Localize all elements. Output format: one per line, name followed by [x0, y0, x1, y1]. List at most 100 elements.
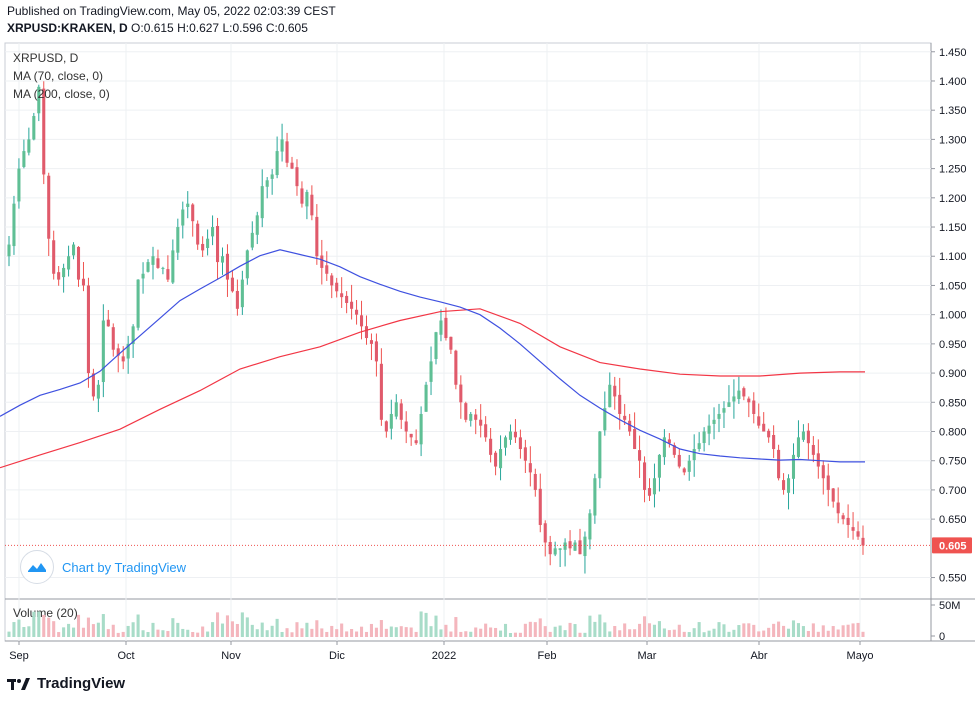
volume-bar [672, 629, 676, 637]
volume-bar [206, 631, 210, 637]
candle-body [712, 419, 716, 424]
high-value: 0.627 [189, 21, 220, 35]
volume-bar [22, 627, 26, 637]
volume-bar [623, 623, 627, 637]
volume-bar [707, 630, 711, 637]
volume-bar [201, 626, 205, 637]
volume-bar [543, 626, 547, 637]
volume-bar [399, 626, 403, 637]
candle-body [856, 531, 860, 537]
volume-bar [166, 631, 170, 637]
tradingview-brand[interactable]: TradingView [7, 675, 125, 692]
candle-body [578, 540, 582, 555]
candle-body [826, 475, 830, 490]
candle-body [573, 542, 577, 551]
volume-bar [7, 631, 11, 637]
volume-bar [508, 632, 513, 637]
volume-bar [101, 614, 105, 637]
volume-bar [394, 627, 398, 637]
volume-bar [315, 620, 319, 637]
candle-body [732, 396, 736, 402]
volume-bar [772, 623, 776, 637]
candle-body [652, 478, 657, 495]
candle-body [424, 384, 428, 412]
candle-body [613, 385, 617, 397]
volume-bar [295, 622, 299, 637]
candle-body [801, 431, 805, 440]
candle-body [255, 215, 259, 235]
volume-bar [796, 623, 800, 637]
candle-body [305, 191, 309, 207]
candle-body [325, 265, 329, 274]
candle-body [786, 478, 791, 493]
candle-body [772, 434, 776, 450]
candle-body [384, 421, 388, 432]
volume-bar [325, 631, 329, 637]
published-line: Published on TradingView.com, May 05, 20… [7, 4, 336, 18]
volume-bar [171, 618, 175, 637]
volume-bar [593, 621, 597, 637]
y-tick-label: 0.750 [939, 456, 967, 468]
y-tick-label: 0.650 [939, 514, 967, 526]
volume-bar [196, 632, 200, 637]
candle-body [121, 356, 125, 362]
volume-bar [27, 626, 31, 637]
candle-body [836, 502, 840, 514]
candle-body [811, 445, 815, 455]
candle-body [136, 279, 140, 328]
volume-bar [67, 623, 71, 637]
volume-tick-label: 50M [939, 600, 960, 612]
candle-body [265, 180, 269, 187]
candle-body [220, 256, 225, 263]
volume-bar [106, 629, 110, 637]
volume-bar [409, 627, 413, 637]
volume-pane-title: Volume (20) [13, 606, 78, 620]
volume-bar [52, 621, 56, 637]
candle-body [687, 460, 691, 472]
volume-bar [250, 624, 254, 637]
candle-body [762, 423, 766, 432]
y-tick-label: 0.700 [939, 485, 967, 497]
volume-bar [240, 612, 244, 637]
candle-body [707, 425, 711, 434]
y-tick-label: 0.950 [939, 339, 967, 351]
y-tick-label: 0.800 [939, 427, 967, 439]
candle-body [508, 431, 513, 440]
volume-bar [652, 624, 657, 637]
watermark-text: Chart by TradingView [62, 559, 187, 575]
volume-bar [782, 625, 786, 637]
candle-body [389, 413, 393, 429]
candle-body [275, 151, 279, 176]
volume-bar [116, 632, 120, 637]
candle-body [146, 262, 150, 272]
candle-body [449, 336, 453, 350]
candle-body [484, 424, 488, 438]
volume-bar [588, 615, 592, 637]
candle-body [752, 400, 756, 414]
volume-bar [499, 630, 503, 637]
candle-body [757, 416, 761, 426]
candle-body [171, 250, 175, 283]
volume-bar [752, 624, 756, 637]
volume-bar [136, 614, 140, 637]
candle-body [767, 430, 771, 438]
volume-bar [245, 617, 249, 637]
candle-body [250, 232, 254, 248]
candle-body [747, 398, 751, 403]
volume-bar [489, 627, 493, 637]
candle-body [290, 162, 294, 169]
candle-body [727, 402, 731, 407]
tradingview-watermark[interactable]: Chart by TradingView [20, 550, 186, 584]
volume-bar [826, 630, 830, 637]
candle-body [280, 139, 284, 152]
y-tick-label: 1.400 [939, 76, 967, 88]
candle-body [479, 419, 483, 426]
volume-bar [459, 631, 463, 637]
candle-body [240, 279, 244, 308]
candle-body [37, 86, 41, 114]
candle-body [230, 277, 234, 292]
close-value: 0.605 [277, 21, 308, 35]
volume-bar [528, 621, 532, 637]
candle-body [677, 454, 681, 467]
